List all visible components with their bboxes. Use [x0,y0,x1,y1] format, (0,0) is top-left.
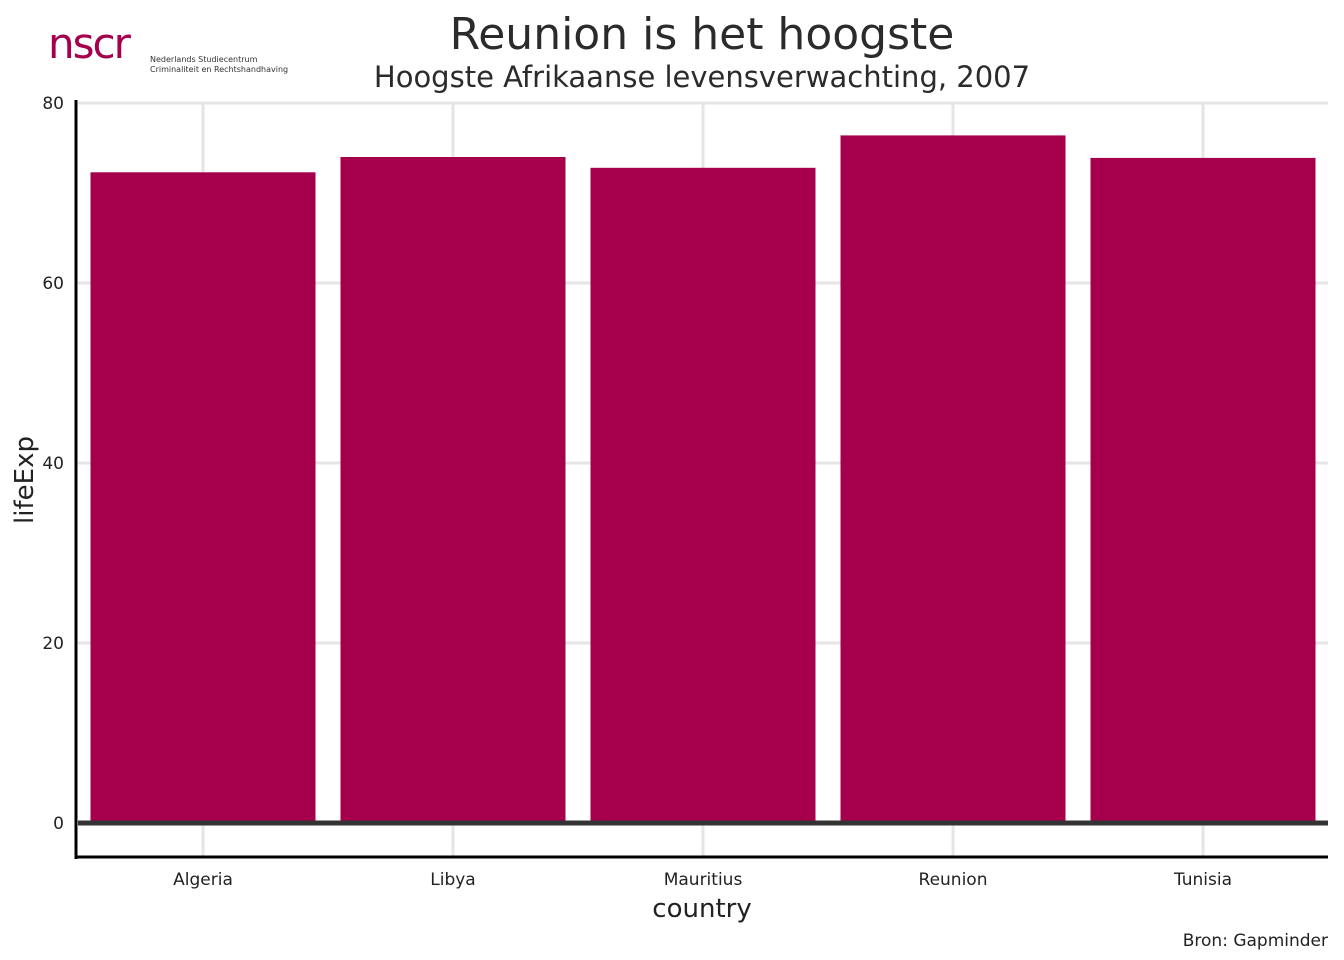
chart-title: Reunion is het hoogste [450,9,955,60]
bar-tunisia [1090,157,1316,823]
y-axis-title: lifeExp [10,436,40,524]
source-caption: Bron: Gapminder [1183,931,1328,951]
chart-subtitle: Hoogste Afrikaanse levensverwachting, 20… [374,60,1030,94]
bar-mauritius [590,167,816,824]
y-tick-label: 40 [42,454,64,474]
x-tick-label: Libya [430,870,475,890]
logo-line-1: Nederlands Studiecentrum [150,55,258,64]
x-axis-title: country [652,894,751,924]
y-tick-labels: 0 20 40 60 80 [42,94,64,834]
y-tick-label: 80 [42,94,64,114]
bar-libya [340,157,566,823]
bar-algeria [90,172,316,824]
y-tick-label: 60 [42,274,64,294]
logo-line-2: Criminaliteit en Rechtshandhaving [150,65,288,74]
x-tick-label: Tunisia [1173,870,1232,890]
nscr-logo: nscr Nederlands Studiecentrum Criminalit… [48,19,288,74]
x-tick-labels: Algeria Libya Mauritius Reunion Tunisia [173,870,1232,890]
y-tick-label: 0 [53,814,64,834]
x-tick-label: Reunion [919,870,988,890]
x-tick-label: Algeria [173,870,233,890]
bar-reunion [840,135,1066,823]
x-tick-label: Mauritius [664,870,743,890]
bar-layer [90,135,1316,824]
axis-layer [74,100,1328,859]
y-tick-label: 20 [42,634,64,654]
logo-mark: nscr [48,19,132,68]
